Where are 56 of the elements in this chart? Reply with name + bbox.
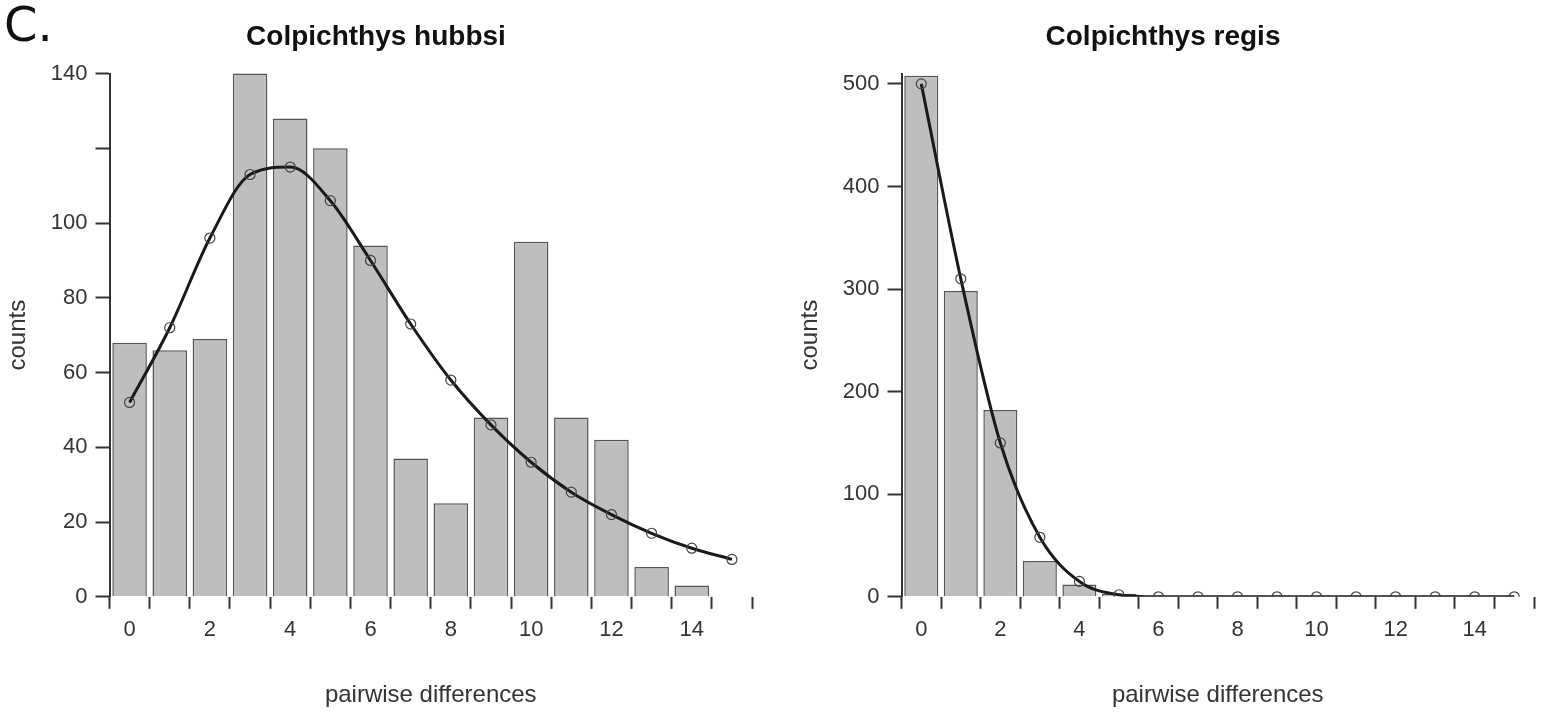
point [726, 553, 738, 566]
y-tick-label: 0 [867, 582, 880, 608]
point [565, 486, 577, 498]
x-tick-label: 8 [444, 616, 457, 642]
x-tick-label: 6 [364, 616, 377, 642]
text: C. [4, 0, 53, 52]
x-tick-label: 10 [518, 616, 544, 642]
x-tick-label: 2 [994, 616, 1007, 642]
y-axis-title: counts [3, 299, 31, 371]
point [405, 318, 417, 330]
x-tick-label: 12 [1383, 616, 1408, 642]
x-tick-label: 0 [915, 616, 928, 642]
x-tick-label: 4 [284, 616, 297, 642]
y-tick-label: 40 [63, 433, 88, 459]
y-axis-title: counts [795, 299, 823, 371]
point [284, 161, 296, 173]
point [525, 456, 537, 468]
point [646, 527, 658, 539]
x-tick-label: 14 [679, 616, 705, 642]
point [445, 374, 457, 386]
point [324, 195, 336, 207]
y-tick-label: 20 [63, 508, 88, 534]
y-tick-label: 500 [842, 69, 880, 95]
y-tick-label: 100 [50, 209, 88, 235]
x-tick-label: 12 [599, 616, 624, 642]
y-tick-label: 60 [63, 358, 88, 384]
y-tick-label: 80 [63, 283, 88, 309]
x-axis-title: pairwise differences [1111, 680, 1324, 708]
x-tick-label: 10 [1304, 616, 1329, 642]
point [364, 254, 377, 267]
point [955, 273, 967, 285]
x-tick-label: 6 [1152, 616, 1165, 642]
x-tick-label: 0 [123, 616, 136, 642]
x-tick-label: 8 [1231, 616, 1244, 642]
y-tick-label: 300 [842, 275, 880, 301]
y-tick-label: 200 [842, 377, 880, 403]
y-tick-label: 400 [842, 172, 880, 198]
point [204, 232, 216, 244]
chart-title: Colpichthys regis [1045, 19, 1281, 51]
x-tick-label: 2 [203, 616, 217, 642]
point [244, 168, 256, 181]
point [686, 542, 698, 554]
point [1034, 531, 1046, 543]
point [605, 508, 618, 521]
x-axis-title: pairwise differences [324, 680, 537, 708]
point [485, 419, 497, 431]
point [994, 437, 1006, 449]
y-tick-label: 0 [75, 582, 88, 608]
y-tick-label: 100 [842, 480, 880, 506]
x-tick-label: 14 [1462, 616, 1487, 642]
x-tick-label: 4 [1073, 616, 1086, 642]
point [123, 396, 136, 409]
point [915, 78, 927, 90]
point [164, 322, 176, 334]
chart-title: Colpichthys hubbsi [246, 19, 506, 51]
y-tick-label: 140 [50, 59, 88, 85]
